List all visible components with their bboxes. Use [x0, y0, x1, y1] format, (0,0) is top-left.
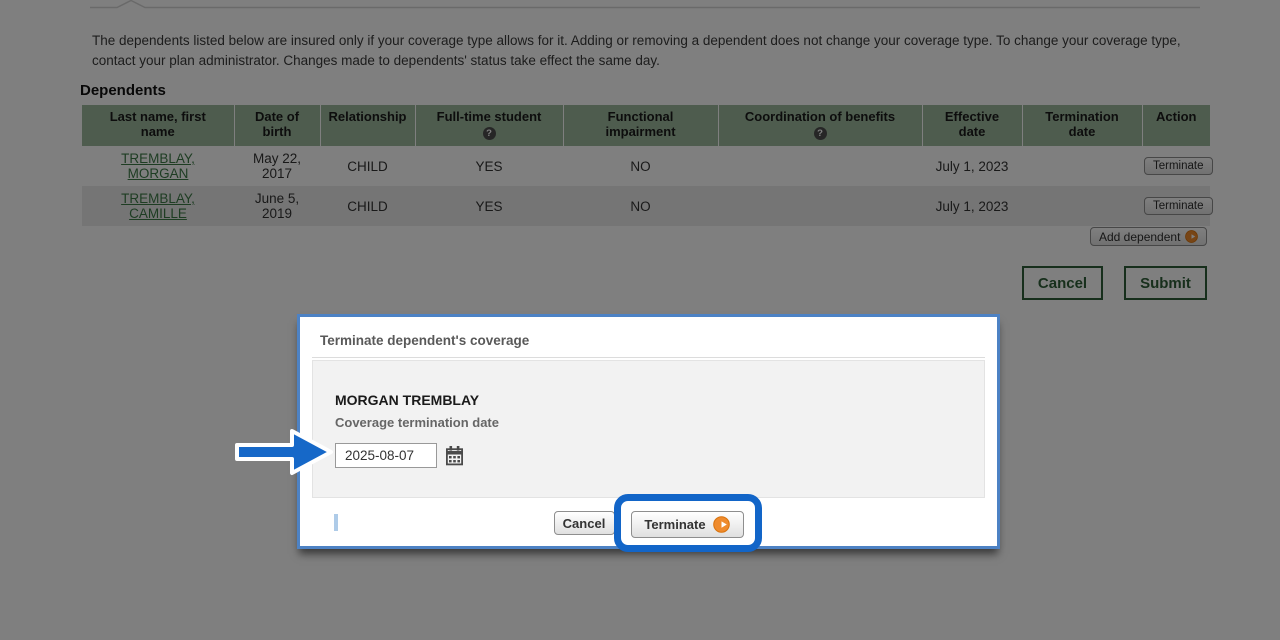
text-cursor-artifact — [334, 514, 338, 531]
dependent-name: MORGAN TREMBLAY — [335, 392, 480, 408]
modal-title: Terminate dependent's coverage — [320, 333, 530, 348]
modal-cancel-button[interactable]: Cancel — [553, 511, 615, 535]
termination-date-label: Coverage termination date — [335, 415, 499, 430]
modal-terminate-button[interactable]: Terminate — [630, 511, 744, 538]
orange-arrow-icon — [712, 516, 730, 533]
calendar-icon — [443, 446, 466, 470]
calendar-picker-button[interactable] — [443, 444, 466, 467]
modal-form-panel: MORGAN TREMBLAY Coverage termination dat… — [312, 360, 985, 531]
terminate-coverage-modal: Terminate dependent's coverage MORGAN TR… — [297, 314, 1000, 549]
termination-date-input[interactable] — [335, 443, 437, 468]
modal-divider — [312, 357, 985, 358]
